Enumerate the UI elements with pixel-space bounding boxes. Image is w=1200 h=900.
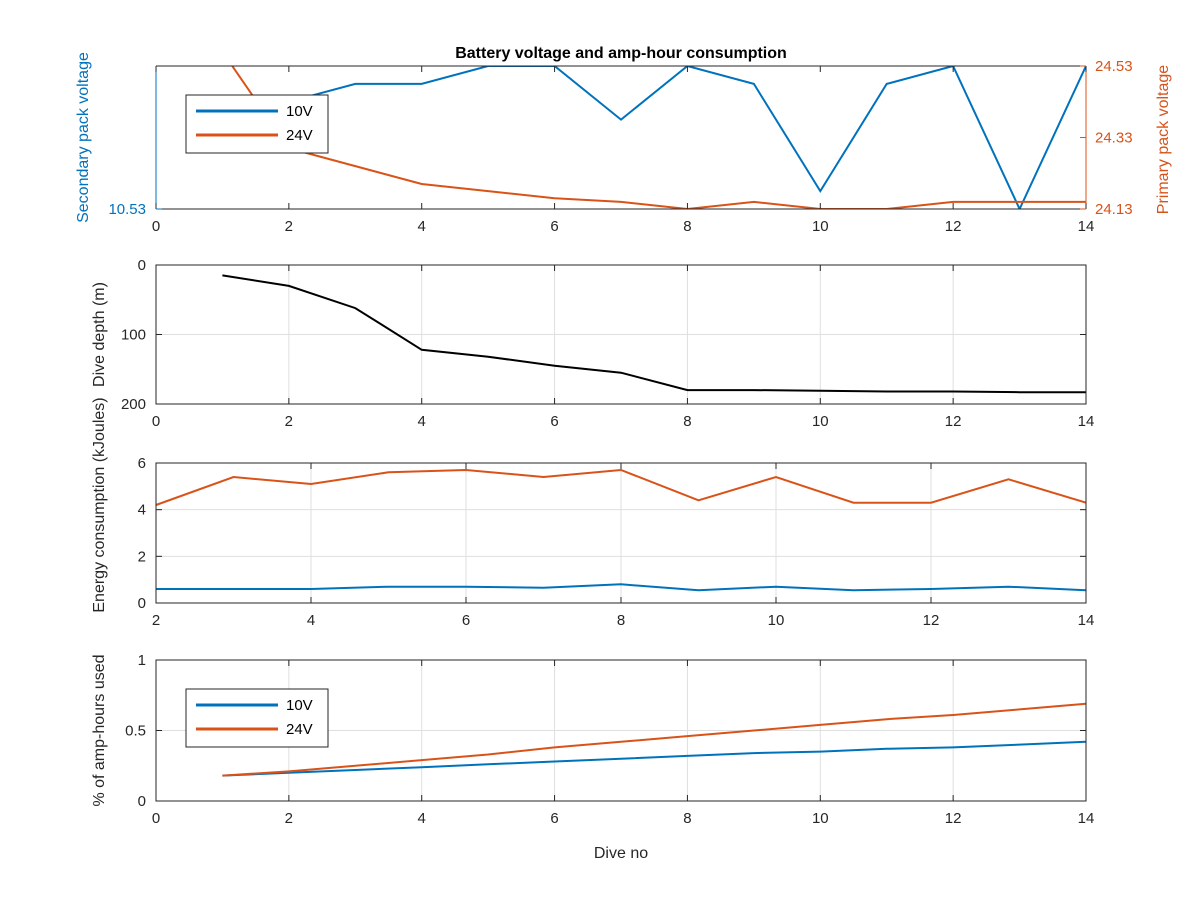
amphours-panel: 0 2 4 6 8 10 12 14 0 0.5 1 % of amp-hours used Dive … (91, 652, 1094, 862)
y-tick-label: 0 (138, 595, 146, 612)
legend-label-10V: 10V (286, 103, 313, 120)
x-tick-label: 14 (1078, 413, 1095, 430)
x-tick-label: 0 (152, 218, 160, 235)
y-tick-label: 6 (138, 455, 146, 472)
amphours-xlabel: Dive no (594, 845, 648, 862)
y-tick-label: 1 (138, 652, 146, 669)
x-tick-label: 0 (152, 810, 160, 827)
voltage-panel: 0 2 4 6 8 10 12 14 10.53 24.13 24.33 24.53 Secondary… (75, 52, 1172, 235)
energy-ylabel: Energy consumption (kJoules) (91, 397, 108, 612)
x-tick-label: 10 (812, 218, 829, 235)
y-tick-label: 0 (138, 257, 146, 274)
y-tick-label: 10.53 (108, 201, 146, 218)
x-tick-label: 8 (617, 612, 625, 629)
x-tick-label: 14 (1078, 810, 1095, 827)
x-tick-label: 10 (768, 612, 785, 629)
x-tick-label: 6 (550, 810, 558, 827)
x-tick-label: 6 (550, 218, 558, 235)
x-tick-label: 12 (945, 413, 962, 430)
x-tick-label: 6 (550, 413, 558, 430)
legend-label-24V: 24V (286, 127, 313, 144)
depth-ylabel: Dive depth (m) (91, 282, 108, 387)
amphours-series-line-24V (222, 702, 1086, 777)
amphours-ylabel: % of amp-hours used (91, 654, 108, 806)
y-tick-label: 0.5 (125, 723, 146, 740)
y-tick-label: 2 (138, 548, 146, 565)
legend-label-10V: 10V (286, 697, 313, 714)
x-tick-label: 0 (152, 413, 160, 430)
energy-series-line-0 (156, 583, 1086, 592)
legend-box (185, 94, 329, 154)
x-tick-label: 2 (285, 218, 293, 235)
x-tick-label: 4 (418, 413, 426, 430)
legend-label-24V: 24V (286, 721, 313, 738)
y-right-tick-label: 24.13 (1095, 201, 1133, 218)
x-tick-label: 2 (152, 612, 160, 629)
x-tick-label: 14 (1078, 612, 1095, 629)
y-right-tick-label: 24.53 (1095, 58, 1133, 75)
y-tick-label: 4 (138, 502, 146, 519)
voltage-series-line-10V (222, 66, 1086, 209)
depth-panel: 0 2 4 6 8 10 12 14 0 100 200 Dive depth (m) (91, 257, 1094, 430)
amphours-series-line-10V (222, 740, 1086, 777)
x-tick-label: 4 (418, 810, 426, 827)
x-tick-label: 12 (945, 218, 962, 235)
y-tick-label: 100 (121, 327, 146, 344)
y-tick-label: 200 (121, 396, 146, 413)
x-tick-label: 10 (812, 413, 829, 430)
voltage-ylabel: Secondary pack voltage (75, 52, 92, 223)
x-tick-label: 12 (945, 810, 962, 827)
x-tick-label: 14 (1078, 218, 1095, 235)
legend-box (185, 688, 329, 748)
voltage-ylabel-right: Primary pack voltage (1155, 65, 1172, 214)
depth-series-line-0 (222, 274, 1086, 394)
x-tick-label: 2 (285, 810, 293, 827)
x-tick-label: 4 (418, 218, 426, 235)
x-tick-label: 4 (307, 612, 315, 629)
x-tick-label: 12 (923, 612, 940, 629)
x-tick-label: 8 (683, 218, 691, 235)
x-tick-label: 10 (812, 810, 829, 827)
energy-series-line-1 (156, 468, 1086, 506)
y-right-tick-label: 24.33 (1095, 130, 1133, 147)
x-tick-label: 2 (285, 413, 293, 430)
voltage-series-line-24V (231, 66, 1086, 209)
figure-title: Battery voltage and amp-hour consumption (455, 45, 787, 62)
x-tick-label: 8 (683, 413, 691, 430)
x-tick-label: 8 (683, 810, 691, 827)
x-tick-label: 6 (462, 612, 470, 629)
y-tick-label: 0 (138, 793, 146, 810)
